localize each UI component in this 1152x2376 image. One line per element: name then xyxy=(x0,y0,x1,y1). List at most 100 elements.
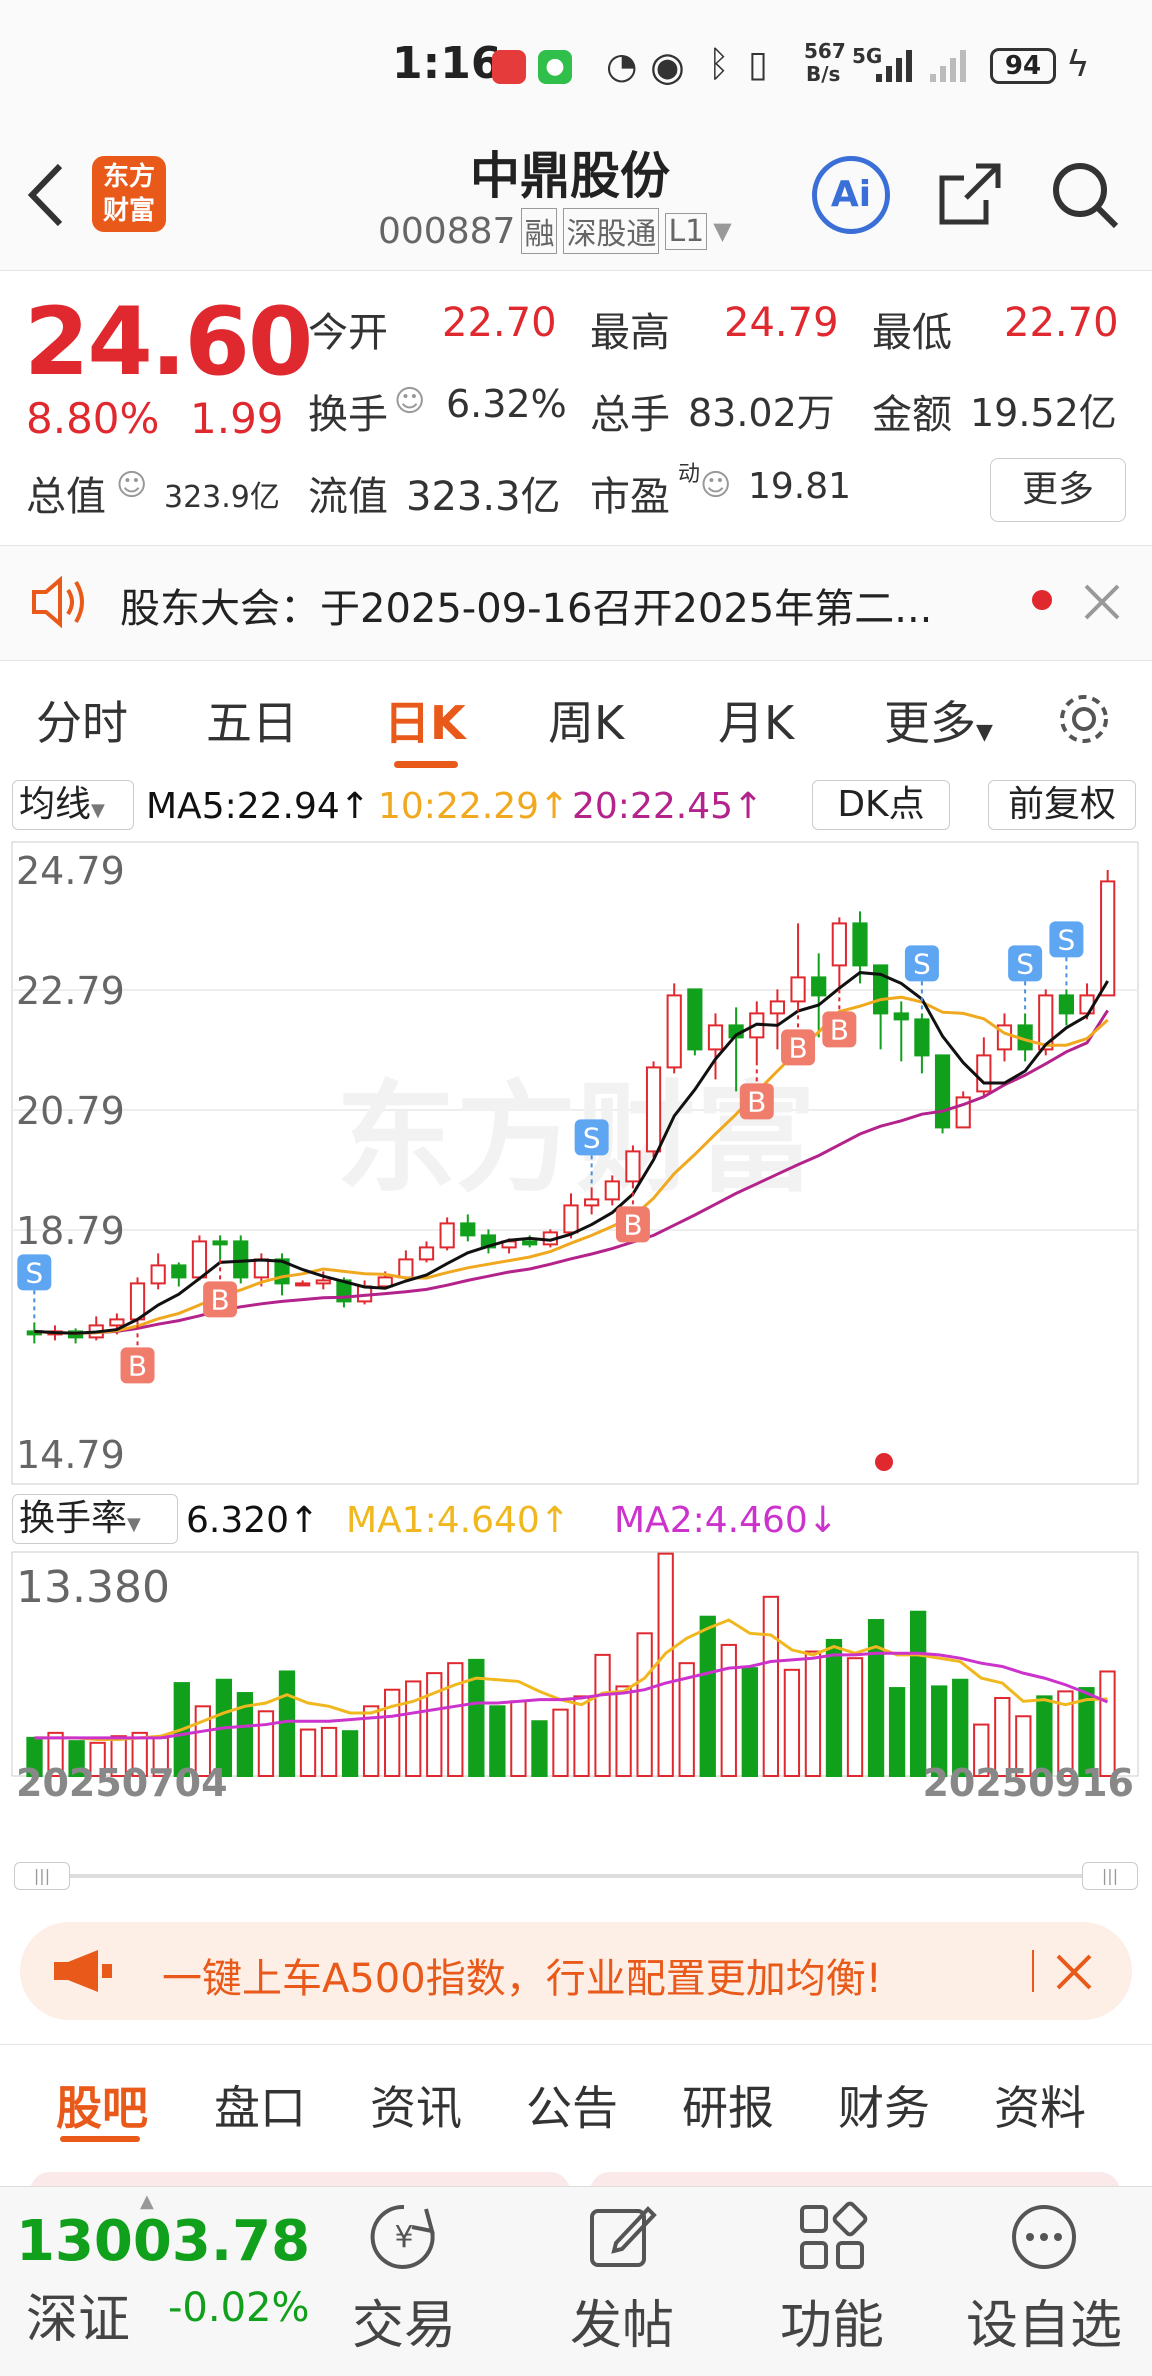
tab-more[interactable]: 更多▼ xyxy=(884,687,993,753)
float-value: 323.3亿 xyxy=(406,474,561,520)
tab-guba[interactable]: 股吧 xyxy=(56,2081,148,2135)
tab-order-book[interactable]: 盘口 xyxy=(214,2081,306,2135)
tab-daily-k[interactable]: 日K xyxy=(384,696,466,750)
change-amount: 1.99 xyxy=(190,394,284,443)
tab-research[interactable]: 研报 xyxy=(682,2081,774,2135)
candle-body xyxy=(191,1240,208,1279)
turnover-bar xyxy=(867,1619,885,1777)
candle-body xyxy=(295,1282,311,1287)
vibrate-icon: ▯ xyxy=(748,44,768,85)
candle-body xyxy=(150,1264,166,1285)
buy-marker-label: B xyxy=(747,1085,766,1118)
candle-body xyxy=(418,1246,435,1261)
settings-gear-icon[interactable] xyxy=(1054,689,1114,749)
volume-value: 83.02万 xyxy=(688,391,835,435)
candle-body xyxy=(439,1222,455,1249)
turnover-selector[interactable]: 换手率▼ xyxy=(12,1494,178,1544)
notice-bar[interactable]: 股东大会：于2025-09-16召开2025年第二... xyxy=(0,546,1152,660)
status-time: 1:16 xyxy=(392,38,502,89)
tag-level: L1 xyxy=(665,212,708,250)
ai-assistant-button[interactable]: Ai xyxy=(812,156,890,234)
turnover-bar xyxy=(236,1692,254,1777)
alarm-icon: ◔ xyxy=(606,46,638,87)
tab-five-day[interactable]: 五日 xyxy=(206,696,298,750)
tab-profile[interactable]: 资料 xyxy=(994,2081,1086,2135)
close-banner-icon[interactable] xyxy=(1054,1952,1094,1992)
pe-info-icon[interactable]: ☺ xyxy=(700,468,732,503)
nav-functions[interactable]: 功能 xyxy=(779,2296,884,2356)
price-adjust-button[interactable]: 前复权 xyxy=(988,780,1136,830)
more-quote-button[interactable]: 更多 xyxy=(990,458,1126,522)
turnover-bar xyxy=(362,1705,380,1777)
tab-monthly-k[interactable]: 月K xyxy=(718,696,795,750)
turnover-bar xyxy=(447,1662,464,1777)
info-tab-indicator xyxy=(60,2136,140,2142)
nav-post[interactable]: 发帖 xyxy=(569,2296,674,2356)
turnover-bar xyxy=(994,1697,1011,1778)
candle-body xyxy=(129,1282,146,1321)
back-icon[interactable] xyxy=(24,160,68,230)
ma-selector[interactable]: 均线▼ xyxy=(12,780,134,830)
stock-code-row[interactable]: 000887 融 深股通 L1 ▼ xyxy=(378,208,732,254)
search-icon[interactable] xyxy=(1048,158,1122,232)
turnover-bar xyxy=(594,1653,611,1777)
index-value[interactable]: 13003.78 xyxy=(16,2209,311,2274)
network-type: 5G xyxy=(852,44,883,68)
turnover-bar xyxy=(615,1685,632,1778)
chart-scrollbar[interactable]: ||| ||| xyxy=(14,1862,1138,1890)
post-icon[interactable] xyxy=(586,2201,658,2273)
functions-icon[interactable] xyxy=(796,2201,868,2273)
svg-text:¥: ¥ xyxy=(394,2220,413,2255)
candle-body xyxy=(604,1180,620,1201)
candle-body xyxy=(914,1018,930,1057)
ma-legend-bar: 均线▼ MA5:22.94↑ 10:22.29↑ 20:22.45↑ DK点 前… xyxy=(0,776,1152,832)
candle-body xyxy=(934,1054,951,1129)
nav-add-watchlist[interactable]: 设自选 xyxy=(965,2296,1122,2356)
eastmoney-logo[interactable]: 东方 财富 xyxy=(92,156,166,232)
ma5-legend: MA5:22.94↑ xyxy=(146,786,370,827)
share-icon[interactable] xyxy=(936,160,1004,228)
battery-icon: 94 xyxy=(990,48,1056,84)
ma-selector-arrow-icon: ▼ xyxy=(91,800,105,821)
sell-marker-label: S xyxy=(1016,947,1034,980)
candle-body xyxy=(522,1240,538,1246)
tab-announcements[interactable]: 公告 xyxy=(526,2081,618,2135)
turnover-bar xyxy=(1078,1687,1095,1777)
candle-body xyxy=(831,922,847,967)
date-start-label: 20250704 xyxy=(16,1761,228,1800)
index-expand-icon[interactable]: ▲ xyxy=(140,2191,154,2212)
turnover-info-icon[interactable]: ☺ xyxy=(394,384,426,419)
turnover-bar xyxy=(552,1708,569,1778)
scroll-right-handle[interactable]: ||| xyxy=(1082,1862,1138,1890)
high-value: 24.79 xyxy=(724,300,839,346)
watchlist-more-icon[interactable] xyxy=(1008,2201,1080,2273)
index-change: -0.02% xyxy=(168,2285,310,2331)
close-notice-icon[interactable] xyxy=(1082,582,1122,622)
nav-trade[interactable]: 交易 xyxy=(351,2296,456,2356)
tab-intraday[interactable]: 分时 xyxy=(36,696,128,750)
dk-point-button[interactable]: DK点 xyxy=(812,780,950,830)
sell-marker-label: S xyxy=(913,947,931,980)
change-percent: 8.80% xyxy=(26,394,160,443)
tab-finance[interactable]: 财务 xyxy=(838,2081,930,2135)
open-value: 22.70 xyxy=(442,300,557,346)
amount-value: 19.52亿 xyxy=(970,391,1117,435)
turnover-ma2: MA2:4.460↓ xyxy=(614,1500,838,1541)
turnover-bar xyxy=(573,1695,590,1778)
open-label: 今开 xyxy=(308,310,388,356)
tab-weekly-k[interactable]: 周K xyxy=(548,696,625,750)
active-tab-indicator xyxy=(394,761,458,768)
trade-icon[interactable]: ¥ xyxy=(368,2201,440,2273)
turnover-bar xyxy=(89,1741,106,1778)
turnover-ma1-line xyxy=(34,1618,1108,1741)
scroll-left-handle[interactable]: ||| xyxy=(14,1862,70,1890)
turnover-bar xyxy=(341,1730,359,1778)
buy-marker-icon xyxy=(120,1347,155,1384)
turnover-chart[interactable]: 13.380 20250704 20250916 xyxy=(0,1550,1152,1800)
buy-marker-icon xyxy=(615,1206,650,1243)
tab-news[interactable]: 资讯 xyxy=(370,2081,462,2135)
info-icon[interactable]: ☺ xyxy=(116,468,148,503)
promo-banner[interactable]: 一键上车A500指数，行业配置更加均衡! xyxy=(20,1922,1132,2020)
candle-body xyxy=(460,1222,476,1237)
